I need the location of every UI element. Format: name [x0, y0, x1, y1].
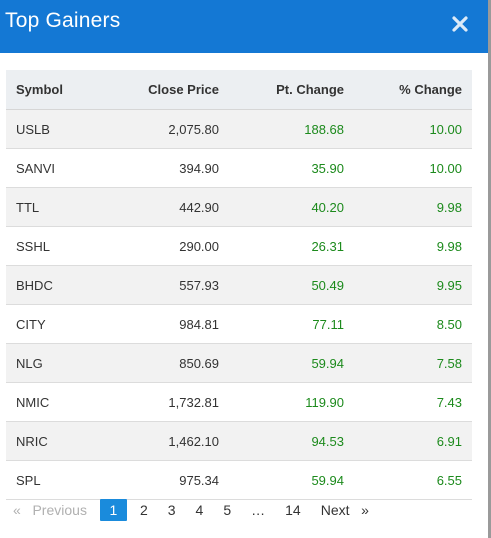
- symbol-cell: BHDC: [6, 265, 110, 305]
- symbol-cell: NRIC: [6, 421, 110, 461]
- pt-change-cell: 77.11: [229, 304, 354, 344]
- pt-change-cell: 188.68: [229, 109, 354, 149]
- close-price-cell: 290.00: [110, 226, 229, 266]
- page-1-button[interactable]: 1: [99, 499, 127, 521]
- column-header-symbol[interactable]: Symbol: [6, 70, 110, 110]
- symbol-cell: NMIC: [6, 382, 110, 422]
- pt-change-cell: 119.90: [229, 382, 354, 422]
- symbol-cell: SANVI: [6, 148, 110, 188]
- next-arrow-icon: »: [361, 502, 369, 518]
- pt-change-cell: 94.53: [229, 421, 354, 461]
- next-button[interactable]: Next »: [314, 499, 376, 521]
- pt-change-cell: 50.49: [229, 265, 354, 305]
- table-row[interactable]: SSHL 290.00 26.31 9.98: [6, 226, 472, 266]
- pct-change-cell: 10.00: [354, 148, 472, 188]
- pct-change-cell: 7.58: [354, 343, 472, 383]
- pct-change-cell: 9.98: [354, 187, 472, 227]
- symbol-cell: SPL: [6, 460, 110, 500]
- symbol-cell: USLB: [6, 109, 110, 149]
- pt-change-cell: 40.20: [229, 187, 354, 227]
- pct-change-cell: 7.43: [354, 382, 472, 422]
- close-price-cell: 984.81: [110, 304, 229, 344]
- table-row[interactable]: NLG 850.69 59.94 7.58: [6, 343, 472, 383]
- pct-change-cell: 9.95: [354, 265, 472, 305]
- table-row[interactable]: TTL 442.90 40.20 9.98: [6, 187, 472, 227]
- symbol-cell: SSHL: [6, 226, 110, 266]
- table-row[interactable]: SANVI 394.90 35.90 10.00: [6, 148, 472, 188]
- gainers-table: Symbol Close Price Pt. Change % Change U…: [6, 70, 472, 500]
- pt-change-cell: 59.94: [229, 460, 354, 500]
- table-row[interactable]: NMIC 1,732.81 119.90 7.43: [6, 382, 472, 422]
- symbol-cell: NLG: [6, 343, 110, 383]
- close-price-cell: 2,075.80: [110, 109, 229, 149]
- close-price-cell: 975.34: [110, 460, 229, 500]
- pct-change-cell: 10.00: [354, 109, 472, 149]
- close-price-cell: 442.90: [110, 187, 229, 227]
- table-row[interactable]: CITY 984.81 77.11 8.50: [6, 304, 472, 344]
- page-2-button[interactable]: 2: [139, 502, 148, 518]
- close-price-cell: 850.69: [110, 343, 229, 383]
- table-row[interactable]: USLB 2,075.80 188.68 10.00: [6, 109, 472, 149]
- column-header-close-price[interactable]: Close Price: [110, 70, 229, 110]
- table-header: Symbol Close Price Pt. Change % Change: [6, 70, 472, 110]
- close-price-cell: 557.93: [110, 265, 229, 305]
- table-row[interactable]: BHDC 557.93 50.49 9.95: [6, 265, 472, 305]
- previous-button[interactable]: « Previous: [6, 499, 94, 521]
- pt-change-cell: 26.31: [229, 226, 354, 266]
- page-5-button[interactable]: 5: [223, 502, 232, 518]
- pt-change-cell: 35.90: [229, 148, 354, 188]
- close-price-cell: 1,462.10: [110, 421, 229, 461]
- column-header-pt-change[interactable]: Pt. Change: [229, 70, 354, 110]
- pct-change-cell: 9.98: [354, 226, 472, 266]
- modal-header: Top Gainers: [0, 0, 488, 53]
- prev-arrow-icon: «: [13, 502, 21, 518]
- column-header-pct-change[interactable]: % Change: [354, 70, 472, 110]
- pct-change-cell: 8.50: [354, 304, 472, 344]
- table-body: USLB 2,075.80 188.68 10.00 SANVI 394.90 35.90 1…: [6, 109, 472, 500]
- pagination: « Previous 1 2 3 4 5 … 14 Next »: [6, 498, 376, 522]
- page-14-button[interactable]: 14: [285, 502, 301, 518]
- symbol-cell: TTL: [6, 187, 110, 227]
- pct-change-cell: 6.55: [354, 460, 472, 500]
- modal-title: Top Gainers: [5, 9, 121, 32]
- pagination-ellipsis: …: [251, 502, 266, 518]
- page-3-button[interactable]: 3: [167, 502, 176, 518]
- close-price-cell: 394.90: [110, 148, 229, 188]
- close-icon: [452, 16, 468, 32]
- pct-change-cell: 6.91: [354, 421, 472, 461]
- next-label: Next: [320, 502, 350, 518]
- symbol-cell: CITY: [6, 304, 110, 344]
- close-price-cell: 1,732.81: [110, 382, 229, 422]
- table-row[interactable]: SPL 975.34 59.94 6.55: [6, 460, 472, 500]
- previous-label: Previous: [32, 502, 87, 518]
- page-4-button[interactable]: 4: [195, 502, 204, 518]
- gainers-table-container: Symbol Close Price Pt. Change % Change U…: [6, 70, 472, 500]
- close-button[interactable]: [448, 12, 472, 36]
- pt-change-cell: 59.94: [229, 343, 354, 383]
- table-row[interactable]: NRIC 1,462.10 94.53 6.91: [6, 421, 472, 461]
